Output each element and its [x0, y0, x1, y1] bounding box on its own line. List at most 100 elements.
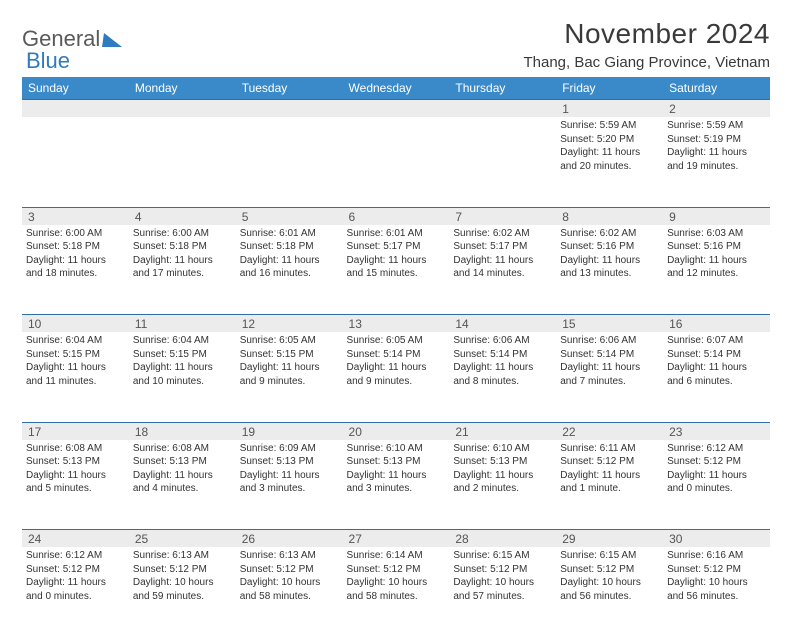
day-cell: Sunrise: 6:11 AMSunset: 5:12 PMDaylight:…	[556, 440, 663, 530]
day-cell: Sunrise: 6:15 AMSunset: 5:12 PMDaylight:…	[556, 547, 663, 637]
day-detail-line: Sunset: 5:12 PM	[453, 563, 552, 577]
calendar-page: General November 2024 Thang, Bac Giang P…	[0, 0, 792, 637]
day-number: 20	[343, 422, 450, 440]
day-detail-line: Sunrise: 6:00 AM	[26, 227, 125, 241]
day-detail-line: Daylight: 11 hours	[240, 469, 339, 483]
weekday-header: Sunday	[22, 77, 129, 100]
day-number	[343, 100, 450, 118]
day-detail-line: Sunrise: 6:12 AM	[26, 549, 125, 563]
day-detail-line: Daylight: 11 hours	[667, 146, 766, 160]
day-detail-line: Sunset: 5:14 PM	[667, 348, 766, 362]
day-cell: Sunrise: 6:05 AMSunset: 5:15 PMDaylight:…	[236, 332, 343, 422]
day-detail-line: Daylight: 11 hours	[347, 361, 446, 375]
day-cell	[129, 117, 236, 207]
day-detail-line: Sunrise: 5:59 AM	[560, 119, 659, 133]
logo-triangle-icon	[102, 33, 124, 47]
day-detail-line: Daylight: 11 hours	[560, 146, 659, 160]
day-detail-line: and 9 minutes.	[347, 375, 446, 389]
day-number: 17	[22, 422, 129, 440]
day-number: 14	[449, 315, 556, 333]
day-detail-line: and 0 minutes.	[26, 590, 125, 604]
day-detail-line: Sunset: 5:17 PM	[453, 240, 552, 254]
daynum-row: 10111213141516	[22, 315, 770, 333]
day-detail-line: Sunset: 5:14 PM	[347, 348, 446, 362]
day-detail-line: Sunrise: 6:00 AM	[133, 227, 232, 241]
day-detail-line: Sunrise: 6:07 AM	[667, 334, 766, 348]
weekday-header: Monday	[129, 77, 236, 100]
day-cell	[236, 117, 343, 207]
day-detail-line: Daylight: 11 hours	[26, 469, 125, 483]
day-detail-line: and 19 minutes.	[667, 160, 766, 174]
week-row: Sunrise: 6:00 AMSunset: 5:18 PMDaylight:…	[22, 225, 770, 315]
day-detail-line: Sunset: 5:18 PM	[26, 240, 125, 254]
day-detail-line: Daylight: 11 hours	[26, 361, 125, 375]
day-detail-line: and 9 minutes.	[240, 375, 339, 389]
day-detail-line: Daylight: 11 hours	[26, 576, 125, 590]
day-detail-line: and 10 minutes.	[133, 375, 232, 389]
day-number: 16	[663, 315, 770, 333]
day-detail-line: Sunrise: 6:02 AM	[453, 227, 552, 241]
day-number: 9	[663, 207, 770, 225]
day-detail-line: and 16 minutes.	[240, 267, 339, 281]
day-cell: Sunrise: 6:09 AMSunset: 5:13 PMDaylight:…	[236, 440, 343, 530]
day-cell	[22, 117, 129, 207]
day-detail-line: Sunset: 5:16 PM	[560, 240, 659, 254]
day-detail-line: Sunset: 5:13 PM	[453, 455, 552, 469]
day-cell: Sunrise: 6:04 AMSunset: 5:15 PMDaylight:…	[22, 332, 129, 422]
day-number: 5	[236, 207, 343, 225]
day-cell	[343, 117, 450, 207]
day-detail-line: Sunset: 5:18 PM	[133, 240, 232, 254]
day-number: 30	[663, 530, 770, 548]
day-detail-line: and 57 minutes.	[453, 590, 552, 604]
day-number: 3	[22, 207, 129, 225]
day-detail-line: and 18 minutes.	[26, 267, 125, 281]
calendar-body: 12Sunrise: 5:59 AMSunset: 5:20 PMDayligh…	[22, 100, 770, 637]
day-cell: Sunrise: 6:07 AMSunset: 5:14 PMDaylight:…	[663, 332, 770, 422]
day-detail-line: Daylight: 10 hours	[347, 576, 446, 590]
day-detail-line: Sunset: 5:13 PM	[26, 455, 125, 469]
day-detail-line: Daylight: 11 hours	[453, 469, 552, 483]
day-cell: Sunrise: 6:13 AMSunset: 5:12 PMDaylight:…	[236, 547, 343, 637]
week-row: Sunrise: 5:59 AMSunset: 5:20 PMDaylight:…	[22, 117, 770, 207]
day-cell: Sunrise: 6:13 AMSunset: 5:12 PMDaylight:…	[129, 547, 236, 637]
day-detail-line: Daylight: 11 hours	[26, 254, 125, 268]
day-detail-line: Daylight: 11 hours	[667, 361, 766, 375]
day-detail-line: Sunrise: 6:06 AM	[560, 334, 659, 348]
day-number: 28	[449, 530, 556, 548]
day-detail-line: Sunset: 5:12 PM	[560, 563, 659, 577]
day-detail-line: Sunset: 5:14 PM	[453, 348, 552, 362]
day-detail-line: Sunset: 5:12 PM	[560, 455, 659, 469]
day-cell: Sunrise: 6:04 AMSunset: 5:15 PMDaylight:…	[129, 332, 236, 422]
day-detail-line: Sunset: 5:12 PM	[667, 563, 766, 577]
day-detail-line: Sunset: 5:15 PM	[240, 348, 339, 362]
day-number: 27	[343, 530, 450, 548]
day-detail-line: Daylight: 11 hours	[133, 361, 232, 375]
brand-logo: General	[22, 18, 123, 52]
day-detail-line: Sunrise: 5:59 AM	[667, 119, 766, 133]
day-cell: Sunrise: 6:16 AMSunset: 5:12 PMDaylight:…	[663, 547, 770, 637]
day-number: 29	[556, 530, 663, 548]
day-cell: Sunrise: 6:12 AMSunset: 5:12 PMDaylight:…	[22, 547, 129, 637]
day-number: 22	[556, 422, 663, 440]
location-text: Thang, Bac Giang Province, Vietnam	[523, 54, 770, 71]
day-detail-line: Daylight: 11 hours	[667, 254, 766, 268]
day-detail-line: Sunrise: 6:13 AM	[133, 549, 232, 563]
day-detail-line: Sunrise: 6:14 AM	[347, 549, 446, 563]
day-number: 11	[129, 315, 236, 333]
day-detail-line: and 5 minutes.	[26, 482, 125, 496]
day-detail-line: Sunrise: 6:13 AM	[240, 549, 339, 563]
day-cell	[449, 117, 556, 207]
day-cell: Sunrise: 6:02 AMSunset: 5:17 PMDaylight:…	[449, 225, 556, 315]
day-detail-line: and 8 minutes.	[453, 375, 552, 389]
day-detail-line: and 17 minutes.	[133, 267, 232, 281]
day-detail-line: Sunset: 5:19 PM	[667, 133, 766, 147]
day-detail-line: Sunrise: 6:15 AM	[453, 549, 552, 563]
day-number: 15	[556, 315, 663, 333]
day-cell: Sunrise: 6:15 AMSunset: 5:12 PMDaylight:…	[449, 547, 556, 637]
day-detail-line: Sunset: 5:12 PM	[26, 563, 125, 577]
day-cell: Sunrise: 6:06 AMSunset: 5:14 PMDaylight:…	[556, 332, 663, 422]
day-detail-line: Daylight: 10 hours	[133, 576, 232, 590]
day-number: 26	[236, 530, 343, 548]
day-detail-line: Sunrise: 6:06 AM	[453, 334, 552, 348]
day-detail-line: Sunrise: 6:15 AM	[560, 549, 659, 563]
